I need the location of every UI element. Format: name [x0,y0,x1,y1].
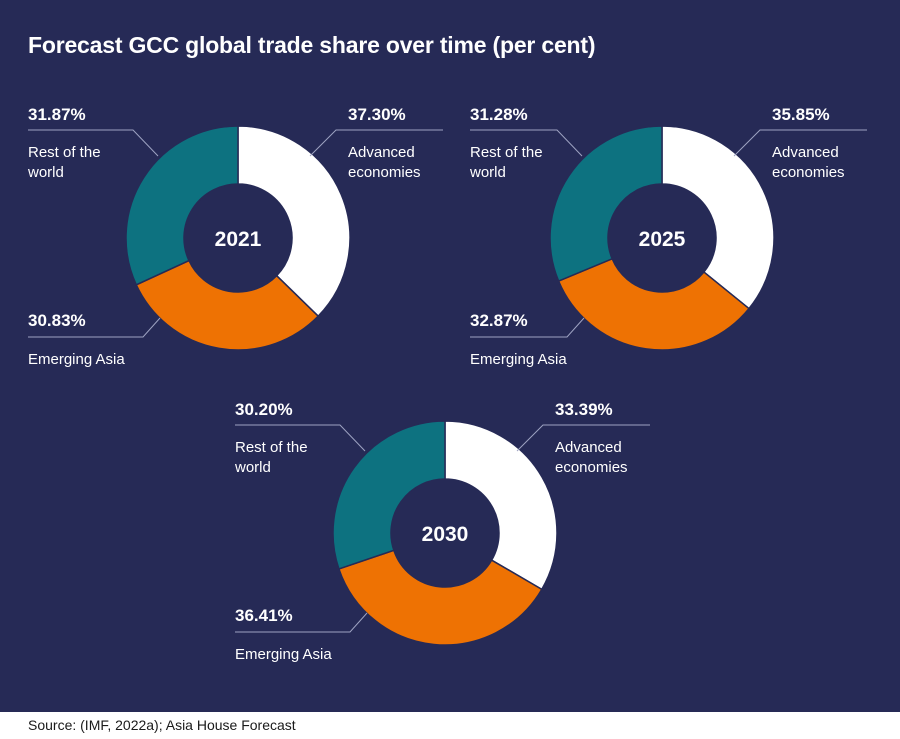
data-label-value: 36.41% [235,606,293,625]
data-label-name: Advanced [555,439,622,456]
data-label-name: Rest of the [235,439,308,456]
data-label-name: Rest of the [28,144,101,161]
slice-advanced-economies [237,125,351,318]
slice-emerging-asia [557,257,751,351]
donut-2025: 2025 31.28% Rest of the world 35.85% Advanced… [469,105,867,368]
data-label-name: economies [348,164,421,181]
data-label-value: 35.85% [772,105,830,124]
donut-2021: 2021 31.87% Rest of the world 37.30% Advanced… [27,105,443,368]
leader-line [28,129,159,157]
data-label-value: 32.87% [470,311,528,330]
slice-rest-of-the-world [125,125,239,286]
leader-line [235,424,366,452]
data-label-name: world [27,164,64,181]
data-label-value: 31.28% [470,105,528,124]
leader-line [470,129,583,157]
data-label-value: 31.87% [28,105,86,124]
leader-line [470,317,585,338]
data-label-name: world [469,164,506,181]
chart-title: Forecast GCC global trade share over tim… [28,32,596,58]
donut-2030: 2030 30.20% Rest of the world 33.39% Advanced… [234,400,650,663]
source-note: Source: (IMF, 2022a); Asia House Forecas… [28,717,296,733]
slice-rest-of-the-world [332,420,446,570]
slice-emerging-asia [135,259,320,351]
slice-advanced-economies [444,420,558,591]
data-label-name: Emerging Asia [470,351,567,368]
leader-line [235,612,368,633]
data-label-value: 37.30% [348,105,406,124]
leader-line [28,317,161,338]
slice-rest-of-the-world [549,125,663,283]
center-year-label: 2025 [639,228,686,251]
leader-line [309,129,443,157]
data-label-name: Rest of the [470,144,543,161]
data-label-value: 30.83% [28,311,86,330]
data-label-name: economies [772,164,845,181]
donut-charts: 2021 31.87% Rest of the world 37.30% Advanced… [27,105,867,663]
slice-emerging-asia [337,549,543,646]
slice-advanced-economies [661,125,775,310]
center-year-label: 2021 [215,228,262,251]
data-label-value: 30.20% [235,400,293,419]
data-label-name: economies [555,459,628,476]
data-label-name: Advanced [772,144,839,161]
data-label-name: Advanced [348,144,415,161]
data-label-name: world [234,459,271,476]
data-label-value: 33.39% [555,400,613,419]
leader-line [516,424,650,452]
data-label-name: Emerging Asia [235,646,332,663]
center-year-label: 2030 [422,523,469,546]
data-label-name: Emerging Asia [28,351,125,368]
leader-line [733,129,867,157]
